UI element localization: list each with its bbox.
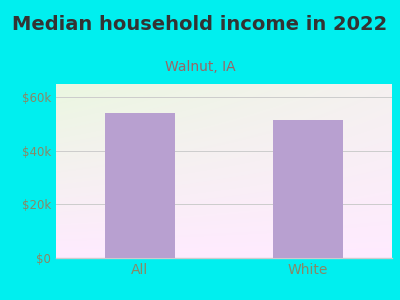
Bar: [105, 113, 175, 258]
Text: Walnut, IA: Walnut, IA: [165, 60, 235, 74]
Bar: [273, 120, 343, 258]
Text: Median household income in 2022: Median household income in 2022: [12, 15, 388, 34]
